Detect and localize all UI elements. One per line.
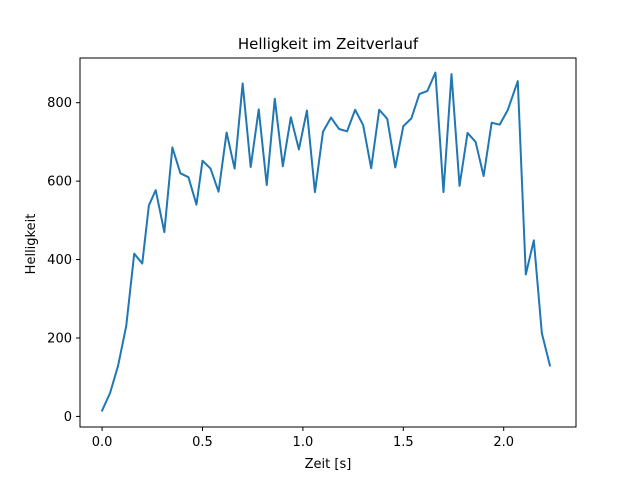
y-tick-label: 400	[47, 253, 72, 268]
y-tick-label: 600	[47, 175, 72, 190]
y-tick-label: 200	[47, 331, 72, 346]
plot-frame	[79, 57, 577, 428]
x-tick-label: 1.0	[293, 435, 314, 450]
x-tick-label: 2.0	[493, 435, 514, 450]
y-axis-label: Helligkeit	[24, 214, 39, 275]
x-tick-label: 0.0	[92, 435, 113, 450]
x-axis-label: Zeit [s]	[305, 457, 352, 472]
x-tick-label: 0.5	[192, 435, 213, 450]
x-tick-label: 1.5	[393, 435, 414, 450]
y-tick-label: 800	[47, 96, 72, 111]
series-line-0	[100, 71, 552, 412]
y-tick-label: 0	[64, 410, 72, 425]
axes: 0.0 0.5 1.0 1.5 2.0 0 200 400 600 800	[47, 57, 577, 450]
chart-title: Helligkeit im Zeitverlauf	[238, 35, 419, 53]
plot-area	[100, 71, 552, 412]
